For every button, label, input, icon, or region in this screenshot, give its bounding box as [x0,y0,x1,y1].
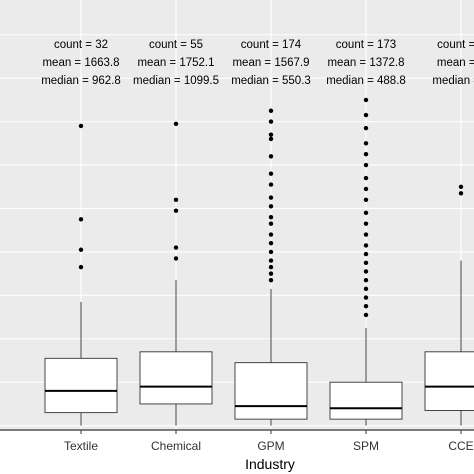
box-series [44,97,474,426]
outlier-point [268,264,274,270]
outlier-point [363,141,369,146]
outlier-point [78,217,84,222]
outlier-point [268,119,274,124]
stat-count-label: count = 174 [241,39,302,51]
outlier-point [268,171,274,176]
outlier-point [268,132,274,137]
outlier-point [363,260,369,265]
box-gpm [234,108,308,426]
iqr-box [44,357,118,414]
iqr-box [329,381,403,420]
stat-median-label: median = 550.3 [231,75,311,87]
outlier-point [458,184,464,189]
outlier-point [363,269,369,274]
outlier-point [363,221,369,226]
outlier-point [268,204,274,209]
stat-median-label: median = 488.8 [326,75,406,87]
outlier-point [363,251,369,257]
outlier-point [363,151,369,157]
stat-count-label: count = 1 [437,39,474,51]
x-tick-label: Chemical [151,439,201,453]
outlier-point [268,249,274,255]
outlier-point [173,245,179,250]
outlier-point [458,191,464,196]
outlier-point [78,264,84,270]
x-tick-label: SPM [353,439,379,453]
outlier-point [268,221,274,226]
outlier-point [268,232,274,237]
stat-count-label: count = 173 [336,39,396,51]
outlier-point [363,186,369,192]
box-textile [44,123,118,426]
outlier-point [173,121,179,126]
box-chemical [139,121,213,426]
outlier-point [268,154,274,159]
outlier-point [173,208,179,213]
x-tick-label: GPM [257,439,284,453]
outlier-point [268,277,274,283]
outlier-point [363,197,369,202]
outlier-point [363,295,369,300]
outlier-point [268,258,274,263]
outlier-point [363,243,369,248]
box-spm [329,97,403,426]
outlier-point [268,214,274,220]
outlier-point [78,247,84,252]
stat-mean-label: mean = 1752.1 [137,57,214,69]
outlier-point [363,232,369,237]
outlier-point [173,197,179,202]
stat-mean-label: mean = 1 [437,57,474,69]
x-axis-title: Industry [245,456,295,472]
iqr-box [139,351,213,405]
stat-mean-label: mean = 1567.9 [232,57,309,69]
x-tick-label: CCE [448,439,473,453]
stat-median-label: median = 1099.5 [133,75,219,87]
iqr-box [234,362,308,420]
x-tick-labels: Textile Chemical GPM SPM CCE [64,430,474,453]
x-tick-label: Textile [64,439,98,453]
outlier-point [363,277,369,283]
stat-median-label: median = 1 [432,75,474,87]
outlier-point [363,175,369,181]
outlier-point [78,123,84,129]
outlier-point [268,195,274,200]
outlier-point [363,210,369,216]
outlier-point [268,182,274,187]
stat-count-label: count = 32 [54,39,108,51]
outlier-point [268,136,274,142]
outlier-point [363,162,369,168]
box-cce [424,184,474,426]
outlier-point [363,312,369,318]
outlier-point [363,112,369,118]
outlier-point [363,304,369,309]
outlier-point [363,97,369,103]
outlier-point [363,125,369,131]
stat-count-label: count = 55 [149,39,203,51]
outlier-point [268,108,274,113]
outlier-point [173,256,179,261]
stat-median-label: median = 962.8 [41,75,121,87]
outlier-point [268,271,274,276]
outlier-point [363,286,369,292]
stat-mean-label: mean = 1663.8 [42,57,119,69]
stat-annotations: count = 32 mean = 1663.8 median = 962.8 cou… [41,39,474,87]
stat-mean-label: mean = 1372.8 [327,57,404,69]
iqr-box [424,351,474,411]
outlier-point [268,241,274,246]
